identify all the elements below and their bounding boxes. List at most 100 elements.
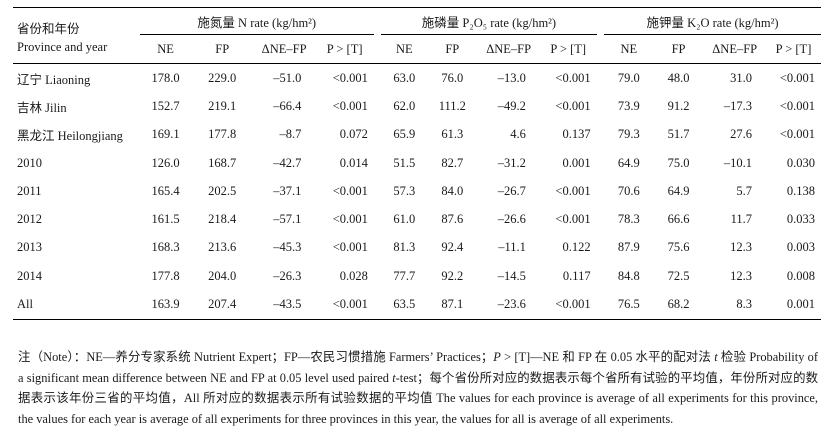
table-row: 黑龙江 Heilongjiang 169.1 177.8 –8.7 0.072 65.9 6… <box>13 121 821 149</box>
cell-p-p: <0.001 <box>555 212 591 227</box>
cell-p-diff: –31.2 <box>497 155 526 170</box>
cell-p-ne: 62.0 <box>393 98 416 113</box>
cell-k-fp: 75.6 <box>667 240 690 255</box>
col-header-p: P > [T] <box>326 41 363 56</box>
cell-k-p: <0.001 <box>779 127 815 142</box>
col-header-p: P > [T] <box>550 41 587 56</box>
cell-n-p: <0.001 <box>332 183 368 198</box>
cell-k-fp: 66.6 <box>667 212 690 227</box>
cell-p-p: 0.117 <box>562 268 591 283</box>
col-header-diff: ΔNE–FP <box>712 41 758 56</box>
group-header-p: 施磷量 P₂O₅ rate (kg/hm²) <box>381 7 597 35</box>
cell-k-p: 0.138 <box>786 183 815 198</box>
cell-p-p: 0.001 <box>562 155 591 170</box>
cell-k-ne: 87.9 <box>617 240 640 255</box>
table-row: 2011 165.4 202.5 –37.1 <0.001 57.3 84.0 –26.7 <0… <box>13 177 821 205</box>
table-row: 2013 168.3 213.6 –45.3 <0.001 81.3 92.4 –11.1 0.… <box>13 234 821 262</box>
note-part-7: -test；每个省份所对应的数据表示每个省所有试验的平均值，年份所对应的数据表示… <box>18 370 818 426</box>
cell-n-p: <0.001 <box>332 240 368 255</box>
cell-k-fp: 91.2 <box>667 98 690 113</box>
note-part-3: > [T]—NE 和 FP 在 0.05 水平的配对法 <box>500 350 715 364</box>
cell-n-ne: 177.8 <box>151 268 180 283</box>
cell-n-diff: –66.4 <box>273 98 302 113</box>
row-label: 2014 <box>17 268 42 283</box>
cell-k-ne: 73.9 <box>617 98 640 113</box>
note-part-6: t <box>392 370 396 385</box>
cell-p-diff: –26.7 <box>497 183 526 198</box>
table-row: 辽宁 Liaoning 178.0 229.0 –51.0 <0.001 63.0 76.0… <box>13 64 821 93</box>
cell-k-diff: –10.1 <box>723 155 752 170</box>
cell-p-ne: 63.0 <box>393 70 416 85</box>
col-header-diff: ΔNE–FP <box>486 41 532 56</box>
row-label: 辽宁 Liaoning <box>17 72 91 87</box>
col-header-ne: NE <box>157 41 174 56</box>
row-label: 吉林 Jilin <box>17 100 67 115</box>
fertilizer-rate-table: 省份和年份 Province and year 施氮量 N rate (kg/h… <box>13 7 821 320</box>
cell-k-diff: 11.7 <box>730 212 752 227</box>
cell-k-p: 0.030 <box>786 155 815 170</box>
cell-p-diff: –14.5 <box>497 268 526 283</box>
cell-p-p: 0.122 <box>562 240 591 255</box>
cell-n-diff: –42.7 <box>273 155 302 170</box>
cell-k-ne: 70.6 <box>617 183 640 198</box>
cell-p-diff: 4.6 <box>510 127 526 142</box>
col-header-ne: NE <box>620 41 638 56</box>
cell-n-fp: 207.4 <box>208 297 237 312</box>
note-part-2: P <box>493 350 501 364</box>
cell-n-ne: 152.7 <box>151 98 180 113</box>
row-label: All <box>17 297 33 312</box>
cell-n-fp: 213.6 <box>208 240 237 255</box>
cell-p-p: <0.001 <box>555 70 591 85</box>
note-part-1: 注（Note）：NE—养分专家系统 Nutrient Expert；FP—农民习… <box>18 350 494 364</box>
cell-k-diff: 8.3 <box>736 297 752 312</box>
col-header-p: P > [T] <box>775 41 812 56</box>
cell-p-ne: 81.3 <box>393 240 416 255</box>
table-row: 吉林 Jilin 152.7 219.1 –66.4 <0.001 62.0 111.2 –4… <box>13 92 821 120</box>
table-row: 2014 177.8 204.0 –26.3 0.028 77.7 92.2 –14.5 0.1… <box>13 262 821 290</box>
cell-p-fp: 76.0 <box>441 70 464 85</box>
cell-n-diff: –26.3 <box>273 268 302 283</box>
row-label: 2010 <box>17 155 42 170</box>
cell-n-p: 0.028 <box>339 268 368 283</box>
cell-n-diff: –8.7 <box>279 127 302 142</box>
col-header-ne: NE <box>395 41 413 56</box>
cell-n-ne: 169.1 <box>151 127 180 142</box>
table-row: 2012 161.5 218.4 –57.1 <0.001 61.0 87.6 –26.6 <0… <box>13 205 821 233</box>
col-header-fp: FP <box>215 41 230 56</box>
cell-k-fp: 75.0 <box>667 155 690 170</box>
cell-n-fp: 219.1 <box>208 98 237 113</box>
cell-k-ne: 79.3 <box>617 127 640 142</box>
col-header-diff: ΔNE–FP <box>261 41 307 56</box>
group-header-n: 施氮量 N rate (kg/hm²) <box>139 7 374 35</box>
cell-k-ne: 78.3 <box>617 212 640 227</box>
cell-n-p: <0.001 <box>332 70 368 85</box>
cell-n-diff: –45.3 <box>273 240 302 255</box>
cell-p-fp: 92.4 <box>441 240 464 255</box>
note-part-5: 检验 Probability of a significant mean dif… <box>18 350 818 385</box>
cell-k-p: 0.003 <box>786 240 815 255</box>
cell-k-diff: –17.3 <box>723 98 752 113</box>
cell-p-p: <0.001 <box>555 297 591 312</box>
cell-n-ne: 165.4 <box>151 183 180 198</box>
group-header-k: 施钾量 K₂O rate (kg/hm²) <box>603 7 821 35</box>
cell-n-diff: –57.1 <box>273 212 302 227</box>
cell-n-fp: 229.0 <box>208 70 237 85</box>
cell-k-ne: 64.9 <box>617 155 640 170</box>
cell-n-fp: 218.4 <box>208 212 237 227</box>
cell-p-ne: 57.3 <box>393 183 416 198</box>
cell-k-ne: 79.0 <box>617 70 640 85</box>
cell-k-diff: 5.7 <box>736 183 752 198</box>
cell-p-fp: 92.2 <box>441 268 464 283</box>
cell-n-fp: 168.7 <box>208 155 237 170</box>
cell-k-p: <0.001 <box>779 70 815 85</box>
cell-k-fp: 72.5 <box>667 268 690 283</box>
cell-p-fp: 82.7 <box>441 155 464 170</box>
cell-p-ne: 51.5 <box>393 155 416 170</box>
row-label: 黑龙江 Heilongjiang <box>17 129 123 144</box>
cell-n-diff: –43.5 <box>273 297 302 312</box>
cell-n-fp: 177.8 <box>208 127 237 142</box>
cell-p-fp: 84.0 <box>441 183 464 198</box>
cell-k-p: 0.033 <box>786 212 815 227</box>
col-header-fp: FP <box>445 41 460 56</box>
